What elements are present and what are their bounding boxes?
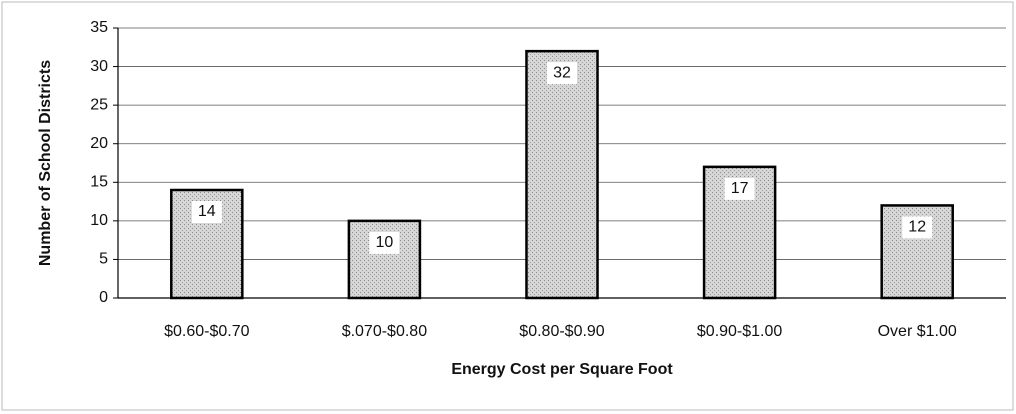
x-axis-title: Energy Cost per Square Foot xyxy=(451,361,673,378)
y-tick-label: 35 xyxy=(90,19,108,36)
x-tick-label: Over $1.00 xyxy=(878,323,957,340)
value-label-bg xyxy=(369,231,400,254)
value-label-bg xyxy=(547,62,577,85)
value-label: 32 xyxy=(553,64,571,81)
x-tick-label: $0.60-$0.70 xyxy=(164,323,250,340)
value-label-bg xyxy=(902,216,933,239)
bar xyxy=(170,188,244,300)
x-tick-label: $0.80-$0.90 xyxy=(519,323,605,340)
y-tick-label: 10 xyxy=(90,212,108,229)
value-label: 14 xyxy=(198,203,216,220)
value-label-bg xyxy=(191,201,222,223)
value-label-bg xyxy=(724,177,755,200)
y-tick-label: 15 xyxy=(90,174,108,191)
y-tick-label: 25 xyxy=(90,96,108,113)
bar xyxy=(525,49,599,300)
y-tick-label: 5 xyxy=(99,251,108,268)
y-tick-label: 0 xyxy=(99,289,108,306)
x-tick-label: $.070-$0.80 xyxy=(342,323,428,340)
y-tick-label: 30 xyxy=(90,58,108,75)
value-label: 17 xyxy=(731,180,749,197)
y-axis-title: Number of School Districts xyxy=(37,60,54,266)
value-label: 10 xyxy=(376,234,394,251)
y-tick-label: 20 xyxy=(90,135,108,152)
value-label: 12 xyxy=(908,219,926,236)
x-tick-label: $0.90-$1.00 xyxy=(697,323,783,340)
